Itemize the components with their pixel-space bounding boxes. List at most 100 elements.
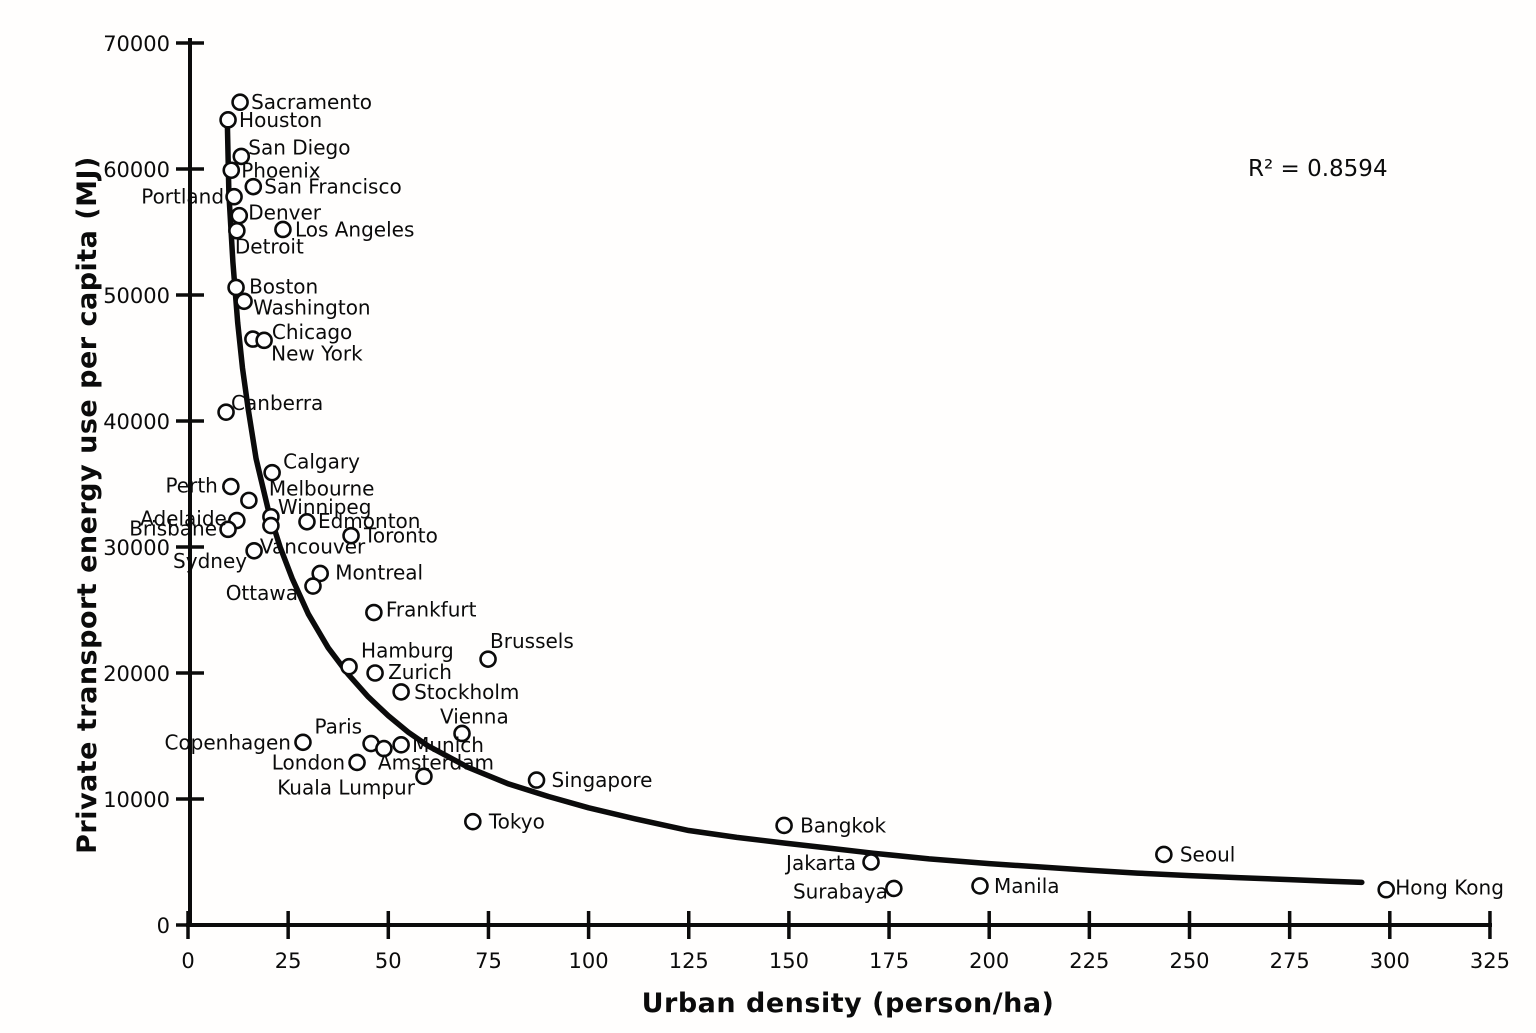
r-squared-annotation: R² = 0.8594 [1248,156,1388,182]
data-point-marker [222,477,240,496]
y-tick-label: 20000 [103,662,170,686]
x-tick-label: 225 [1069,949,1109,973]
data-point-marker [298,512,316,531]
data-point-label: New York [271,341,363,365]
data-point-marker [464,812,482,831]
x-tick-label: 75 [475,949,502,973]
data-point-marker [219,520,237,539]
y-tick-label: 60000 [103,158,170,182]
data-point-label: Stockholm [414,680,519,704]
data-point-marker [971,877,989,895]
data-point-label: Toronto [363,524,438,548]
data-point-marker [227,278,245,297]
y-tick-label: 40000 [103,410,170,434]
data-point-label: Montreal [335,560,423,584]
data-point-marker [392,736,410,754]
data-point-marker [294,733,312,752]
data-point-marker [1377,880,1395,899]
data-point-marker [1155,845,1173,864]
data-point-label: Washington [253,295,371,319]
data-point-marker [240,491,258,510]
data-point-label: Melbourne [269,476,375,500]
x-tick-label: 175 [869,949,909,973]
x-tick-label: 25 [275,949,302,973]
x-tick-label: 250 [1169,949,1209,973]
x-tick-label: 300 [1370,949,1410,973]
x-tick-label: 125 [669,949,709,973]
trend-curve [224,118,1365,886]
y-tick-label: 0 [157,914,170,938]
data-point-label: Paris [314,715,362,739]
data-point-marker [244,177,263,196]
data-point-marker [245,541,263,560]
x-tick-label: 50 [375,949,402,973]
data-point-marker [231,93,249,112]
data-point-label: Calgary [283,450,360,474]
data-point-label: Portland [141,185,224,209]
data-point-label: Amsterdam [378,751,494,775]
data-point-marker [348,753,366,772]
y-axis-title: Private transport energy use per capita … [72,156,103,854]
y-tick-label: 50000 [103,284,170,308]
data-point-label: Winnipeg [278,495,372,519]
data-point-label: Denver [248,201,322,225]
data-point-label: Copenhagen [164,730,290,754]
data-point-label: Frankfurt [386,598,477,622]
data-point-label: Perth [165,474,217,498]
data-point-label: Edmonton [318,509,420,533]
data-point-label: Phoenix [241,158,321,182]
data-point-label: Manila [994,874,1060,898]
data-point-marker [527,771,546,789]
data-point-marker [230,206,249,225]
data-point-label: Chicago [272,320,352,344]
data-point-marker [219,111,237,129]
trend-curve-layer [224,118,1365,886]
data-point-marker [479,650,497,668]
x-tick-label: 100 [569,949,609,973]
data-point-label: London [272,750,345,774]
x-tick-label: 200 [969,949,1009,973]
data-point-label: San Diego [248,135,350,159]
data-point-label: Bangkok [800,813,886,837]
data-point-label: Sydney [173,549,247,573]
data-point-label: Kuala Lumpur [277,775,416,799]
data-point-label: Adelaide [140,507,227,531]
x-tick-label: 0 [181,949,194,973]
data-point-marker [225,187,243,206]
y-tick-label: 10000 [103,788,170,812]
data-point-label: Los Angeles [295,217,414,241]
data-point-marker [274,220,292,239]
data-point-marker [375,739,393,758]
data-point-marker [263,463,281,482]
data-point-label: Hong Kong [1395,876,1504,900]
data-point-label: Surabaya [793,879,888,903]
data-point-label: Boston [249,274,318,298]
data-point-marker [366,664,384,682]
data-point-marker [232,147,251,166]
data-point-label: Houston [239,108,322,132]
data-point-label: Vienna [440,704,509,728]
data-point-label: Jakarta [784,851,856,875]
data-point-marker [453,724,471,743]
x-tick-label: 150 [769,949,809,973]
data-point-marker [392,683,410,701]
data-point-label: San Francisco [264,175,401,199]
y-tick-label: 70000 [103,32,170,56]
data-point-label: Sacramento [251,90,372,114]
data-point-marker [365,603,383,622]
data-point-marker [342,526,360,545]
data-point-label: Detroit [235,235,304,259]
data-point-label: Vancouver [260,535,366,559]
data-point-label: Singapore [552,768,653,792]
y-tick-label: 30000 [103,536,170,560]
data-point-marker [340,657,358,676]
data-point-label: Ottawa [226,581,298,605]
axes: 0 10000 20000 30000 40000 50000 60000 70000 0 25 5… [103,32,1510,973]
data-point-marker [222,161,241,180]
data-point-marker [415,767,433,786]
data-point-marker [235,292,253,311]
data-point-marker [228,221,246,240]
